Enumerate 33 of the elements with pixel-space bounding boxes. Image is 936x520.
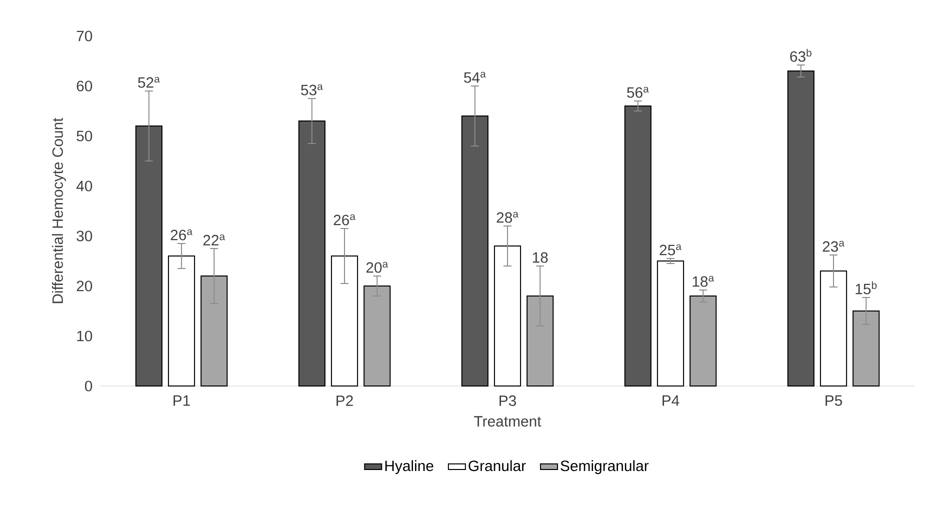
x-tick-label: P3 <box>500 395 516 406</box>
x-axis-title: Treatment <box>474 416 542 427</box>
data-label: 28$^{a}$ <box>496 212 518 223</box>
y-tick-label: 10 <box>77 330 92 342</box>
x-tick-label: P5 <box>826 395 842 406</box>
data-label: 18 <box>532 252 548 263</box>
y-tick-label: 0 <box>84 380 92 392</box>
data-label: 26$^{a}$ <box>170 229 192 240</box>
legend-label: Hyaline <box>385 460 434 474</box>
data-label: 52$^{a}$ <box>138 76 160 88</box>
y-tick-label: 20 <box>76 280 92 292</box>
data-label: 25$^{a}$ <box>660 244 682 256</box>
x-tick-label: P1 <box>174 395 190 406</box>
data-label: 63$^{b}$ <box>790 48 812 62</box>
y-tick-label: 60 <box>76 80 92 92</box>
x-tick-label: P4 <box>662 395 680 406</box>
data-label: 20$^{a}$ <box>366 262 388 273</box>
y-tick-label: 30 <box>76 230 92 242</box>
data-label: 56$^{a}$ <box>627 86 649 98</box>
data-label: 23$^{a}$ <box>822 240 844 252</box>
legend-label: Granular <box>468 460 526 472</box>
y-tick-label: 70 <box>76 30 92 42</box>
data-label: 26$^{a}$ <box>334 214 356 226</box>
data-label: 22$^{a}$ <box>203 234 226 246</box>
data-label: 18$^{a}$ <box>692 276 714 287</box>
legend-label: Semigranular <box>560 460 649 474</box>
x-tick-label: P2 <box>336 395 353 406</box>
y-tick-label: 50 <box>76 130 92 142</box>
y-axis-title: Differential Hemocyte Count <box>52 118 66 304</box>
data-label: 54$^{a}$ <box>464 72 486 83</box>
y-tick-label: 40 <box>76 180 92 192</box>
data-label: 53$^{a}$ <box>301 84 323 96</box>
data-label: 15$^{b}$ <box>856 281 877 294</box>
